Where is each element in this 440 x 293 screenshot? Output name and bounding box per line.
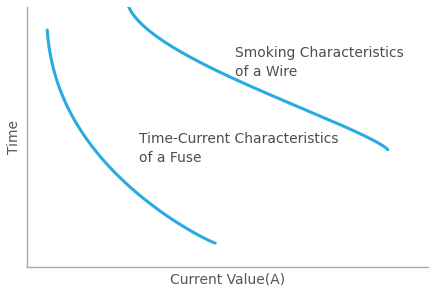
X-axis label: Current Value(A): Current Value(A) xyxy=(170,272,285,286)
Text: Smoking Characteristics
of a Wire: Smoking Characteristics of a Wire xyxy=(235,46,404,79)
Y-axis label: Time: Time xyxy=(7,120,21,154)
Text: Time-Current Characteristics
of a Fuse: Time-Current Characteristics of a Fuse xyxy=(139,132,338,165)
